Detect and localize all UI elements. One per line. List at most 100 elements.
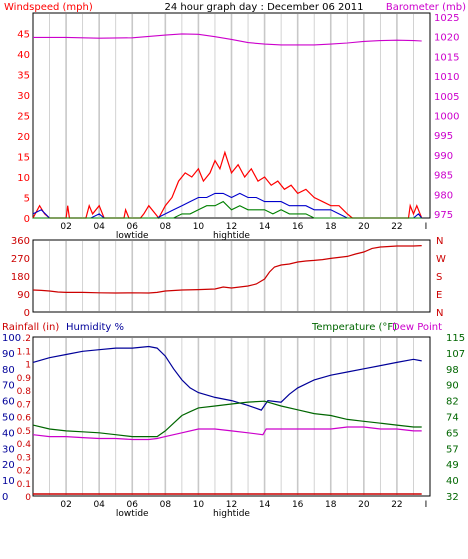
temperature-panel-frame (32, 336, 431, 497)
x-tick-label: I (425, 500, 428, 510)
humidity-tick-label: 30 (2, 444, 15, 455)
barometer-tick-label: 1010 (434, 72, 459, 83)
temperature-tick-label: 32 (446, 492, 459, 503)
temperature-tick-label: 49 (446, 460, 459, 471)
x-tick-label: 06 (127, 222, 139, 232)
wind-direction-series-line (32, 245, 422, 294)
temperature-tick-label: 65 (446, 428, 459, 439)
x-tick-label: 22 (391, 500, 402, 510)
windspeed-axis-label: Windspeed (mph) (4, 2, 93, 13)
windspeed-tick-label: 15 (17, 153, 30, 164)
temperature-axis-label: Temperature (°F) (311, 322, 397, 333)
x-tick-label: 14 (259, 222, 271, 232)
temperature-tick-label: 74 (446, 413, 459, 424)
x-tick-label: 18 (325, 500, 337, 510)
rainfall-tick-label: 0.4 (17, 440, 32, 450)
tide-label-high: hightide (213, 231, 250, 241)
temperature-series-line (32, 400, 422, 438)
humidity-axis-label: Humidity % (66, 322, 124, 333)
humidity-tick-label: 20 (2, 460, 15, 471)
compass-tick-label: N (436, 236, 443, 247)
x-tick-label: 14 (259, 500, 271, 510)
humidity-tick-label: 70 (2, 381, 15, 392)
barometer-tick-label: 1020 (434, 33, 459, 44)
barometer-tick-label: 1005 (434, 92, 459, 103)
windspeed-tick-label: 35 (17, 71, 30, 82)
barometer-tick-label: 985 (434, 171, 453, 182)
temperature-tick-label: 82 (446, 397, 459, 408)
tide-label-low: lowtide (116, 509, 149, 519)
rainfall-tick-label: 1 (25, 361, 31, 371)
barometer-tick-label: 1025 (434, 13, 459, 24)
dewpoint-series-line (32, 426, 422, 441)
rainfall-tick-label: 0.1 (17, 480, 31, 490)
x-tick-label: 12 (226, 500, 237, 510)
direction-tick-label: 270 (11, 254, 30, 265)
temperature-tick-label: 90 (446, 381, 459, 392)
windspeed-tick-label: 20 (17, 132, 30, 143)
windspeed-tick-label: 30 (17, 91, 30, 102)
humidity-tick-label: 0 (2, 492, 8, 503)
compass-tick-label: S (436, 272, 442, 283)
barometer-tick-label: 1015 (434, 52, 459, 63)
rainfall-tick-label: 0.6 (17, 414, 32, 424)
rainfall-tick-label: 0.2 (17, 467, 31, 477)
humidity-tick-label: 100 (2, 333, 21, 344)
compass-tick-label: N (436, 308, 443, 319)
x-tick-label: 20 (358, 222, 370, 232)
compass-tick-label: W (436, 254, 446, 265)
rainfall-tick-label: 0.3 (17, 453, 31, 463)
x-tick-label: I (425, 222, 428, 232)
x-tick-label: 02 (60, 222, 71, 232)
rainfall-tick-label: 0.8 (17, 387, 32, 397)
compass-tick-label: E (436, 290, 442, 301)
temperature-tick-label: 40 (446, 476, 459, 487)
chart-title: 24 hour graph day : December 06 2011 (165, 2, 364, 13)
x-tick-label: 20 (358, 500, 370, 510)
rainfall-axis-label: Rainfall (in) (2, 322, 59, 333)
rainfall-tick-label: 1.1 (17, 347, 31, 357)
humidity-tick-label: 50 (2, 413, 15, 424)
humidity-tick-label: 40 (2, 428, 15, 439)
humidity-tick-label: 10 (2, 476, 15, 487)
barometer-tick-label: 1000 (434, 112, 459, 123)
barometer-series-line (33, 33, 422, 46)
barometer-tick-label: 980 (434, 190, 453, 201)
rainfall-tick-label: .2 (22, 334, 31, 344)
x-tick-label: 10 (193, 222, 205, 232)
temperature-tick-label: 115 (446, 333, 465, 344)
rainfall-tick-label: 0.7 (17, 400, 31, 410)
direction-tick-label: 180 (11, 272, 30, 283)
windspeed-tick-label: 45 (17, 30, 30, 41)
x-tick-label: 12 (226, 222, 237, 232)
barometer-axis-label: Barometer (mb) (386, 2, 466, 13)
barometer-tick-label: 995 (434, 131, 453, 142)
temperature-tick-label: 98 (446, 365, 459, 376)
temperature-tick-label: 57 (446, 444, 459, 455)
windspeed-tick-label: 5 (24, 194, 30, 205)
temperature-tick-label: 107 (446, 349, 465, 360)
tide-label-low: lowtide (116, 231, 149, 241)
windspeed-tick-label: 0 (24, 214, 30, 225)
windspeed-tick-label: 40 (17, 50, 30, 61)
humidity-series-line (32, 345, 422, 411)
wind-panel-frame (32, 12, 431, 219)
direction-panel-frame (32, 239, 431, 313)
windspeed-series-line (32, 150, 423, 220)
x-tick-label: 16 (292, 222, 304, 232)
x-tick-label: 04 (93, 222, 105, 232)
x-tick-label: 16 (292, 500, 304, 510)
direction-tick-label: 90 (17, 290, 30, 301)
windspeed-tick-label: 25 (17, 112, 30, 123)
humidity-tick-label: 60 (2, 397, 15, 408)
tide-label-high: hightide (213, 509, 250, 519)
barometer-tick-label: 975 (434, 210, 453, 221)
x-tick-label: 06 (127, 500, 139, 510)
rainfall-tick-label: 0.5 (17, 427, 31, 437)
x-tick-label: 18 (325, 222, 337, 232)
x-tick-label: 02 (60, 500, 71, 510)
direction-tick-label: 360 (11, 236, 30, 247)
humidity-tick-label: 80 (2, 365, 15, 376)
barometer-tick-label: 990 (434, 151, 453, 162)
